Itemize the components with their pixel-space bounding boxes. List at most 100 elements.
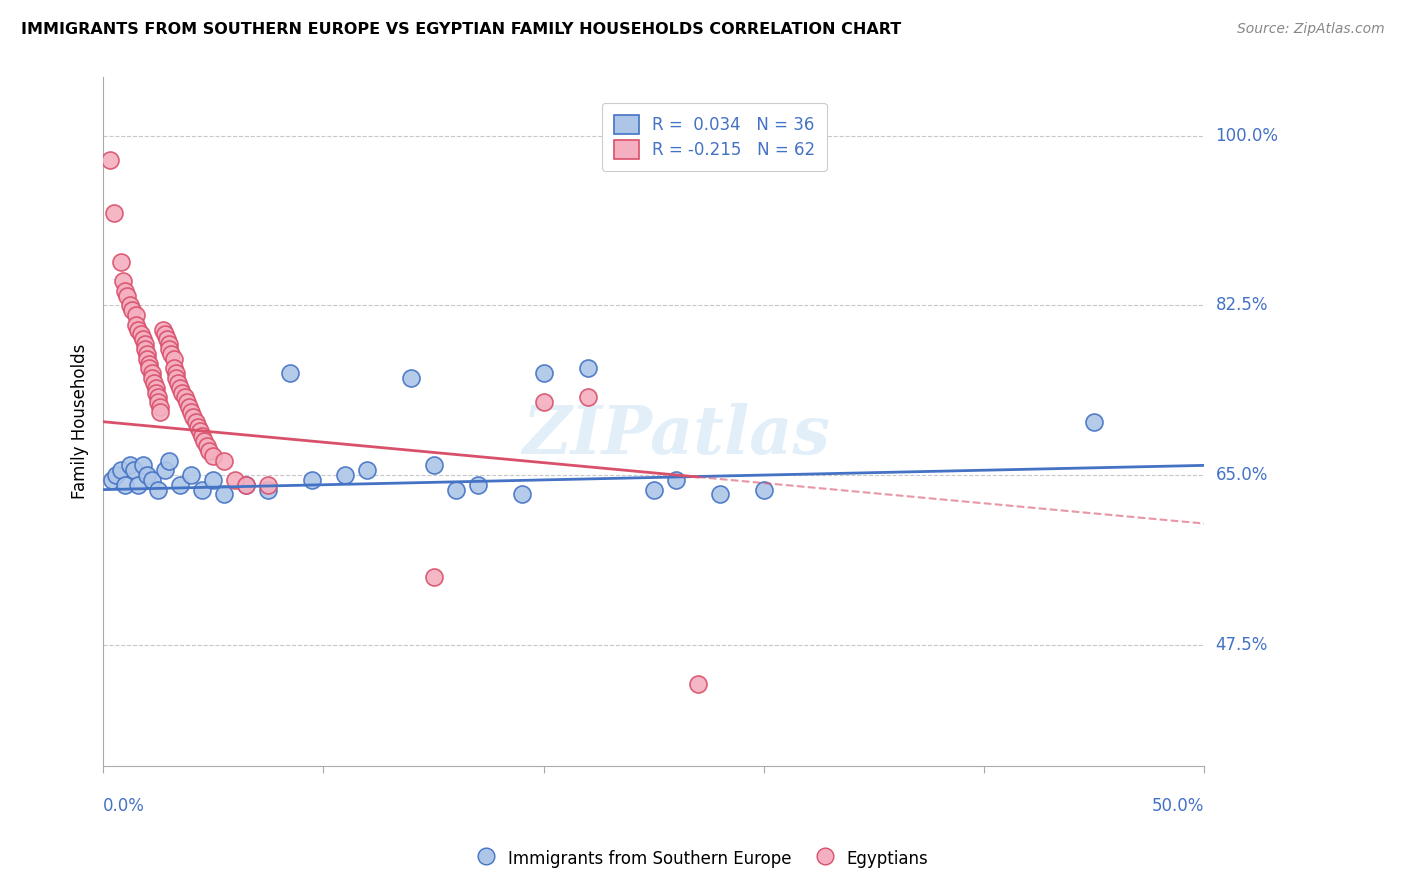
Point — [576, 391, 599, 405]
Point — [157, 337, 180, 351]
Point — [214, 453, 236, 467]
Point — [188, 425, 211, 439]
Point — [129, 327, 152, 342]
Point — [114, 477, 136, 491]
Point — [165, 371, 187, 385]
Point — [134, 342, 156, 356]
Point — [136, 351, 159, 366]
Text: IMMIGRANTS FROM SOUTHERN EUROPE VS EGYPTIAN FAMILY HOUSEHOLDS CORRELATION CHART: IMMIGRANTS FROM SOUTHERN EUROPE VS EGYPT… — [21, 22, 901, 37]
Point — [117, 288, 139, 302]
Point — [162, 351, 184, 366]
Point — [665, 473, 688, 487]
Point — [202, 449, 225, 463]
Point — [510, 487, 533, 501]
Point — [752, 483, 775, 497]
Point — [301, 473, 323, 487]
Point — [172, 385, 194, 400]
Point — [111, 274, 134, 288]
Point — [132, 458, 155, 473]
Point — [180, 405, 202, 419]
Point — [110, 254, 132, 268]
Point — [105, 468, 128, 483]
Point — [149, 400, 172, 414]
Text: 0.0%: 0.0% — [103, 797, 145, 814]
Point — [533, 366, 555, 380]
Text: Source: ZipAtlas.com: Source: ZipAtlas.com — [1237, 22, 1385, 37]
Point — [576, 361, 599, 376]
Point — [183, 409, 205, 424]
Point — [401, 371, 423, 385]
Point — [169, 381, 191, 395]
Text: 50.0%: 50.0% — [1152, 797, 1205, 814]
Point — [138, 357, 160, 371]
Point — [335, 468, 357, 483]
Point — [180, 468, 202, 483]
Y-axis label: Family Households: Family Households — [72, 344, 89, 500]
Point — [134, 337, 156, 351]
Point — [141, 371, 163, 385]
Point — [1083, 415, 1105, 429]
Point — [122, 463, 145, 477]
Point — [235, 477, 257, 491]
Point — [167, 376, 190, 390]
Point — [709, 487, 731, 501]
Point — [127, 322, 149, 336]
Point — [191, 483, 214, 497]
Point — [173, 391, 195, 405]
Point — [177, 400, 200, 414]
Point — [125, 318, 148, 332]
Point — [235, 477, 257, 491]
Point — [98, 153, 121, 167]
Point — [141, 366, 163, 380]
Point — [467, 477, 489, 491]
Point — [145, 381, 167, 395]
Point — [422, 570, 444, 584]
Point — [187, 419, 209, 434]
Text: 82.5%: 82.5% — [1216, 296, 1268, 314]
Point — [198, 443, 221, 458]
Point — [142, 376, 165, 390]
Point — [101, 473, 124, 487]
Point — [257, 477, 280, 491]
Point — [136, 468, 159, 483]
Point — [202, 473, 225, 487]
Point — [422, 458, 444, 473]
Point — [125, 308, 148, 322]
Text: 47.5%: 47.5% — [1216, 636, 1268, 654]
Point — [118, 458, 141, 473]
Point — [148, 395, 170, 409]
Point — [110, 463, 132, 477]
Point — [169, 477, 191, 491]
Point — [145, 385, 167, 400]
Point — [193, 434, 215, 449]
Point — [444, 483, 467, 497]
Point — [103, 206, 125, 220]
Point — [153, 463, 176, 477]
Text: 100.0%: 100.0% — [1216, 127, 1278, 145]
Point — [153, 327, 176, 342]
Point — [184, 415, 207, 429]
Point — [152, 322, 174, 336]
Point — [132, 332, 155, 346]
Point — [157, 453, 180, 467]
Point — [136, 347, 159, 361]
Point — [162, 361, 184, 376]
Legend: R =  0.034   N = 36, R = -0.215   N = 62: R = 0.034 N = 36, R = -0.215 N = 62 — [602, 103, 827, 170]
Point — [195, 439, 218, 453]
Point — [121, 303, 143, 318]
Point — [148, 391, 170, 405]
Point — [257, 483, 280, 497]
Point — [191, 429, 214, 443]
Point — [149, 405, 172, 419]
Point — [156, 332, 179, 346]
Point — [214, 487, 236, 501]
Point — [643, 483, 665, 497]
Point — [118, 298, 141, 312]
Text: ZIPatlas: ZIPatlas — [522, 403, 830, 468]
Point — [127, 477, 149, 491]
Legend: Immigrants from Southern Europe, Egyptians: Immigrants from Southern Europe, Egyptia… — [471, 842, 935, 875]
Point — [356, 463, 378, 477]
Point — [686, 676, 709, 690]
Point — [148, 483, 170, 497]
Point — [138, 361, 160, 376]
